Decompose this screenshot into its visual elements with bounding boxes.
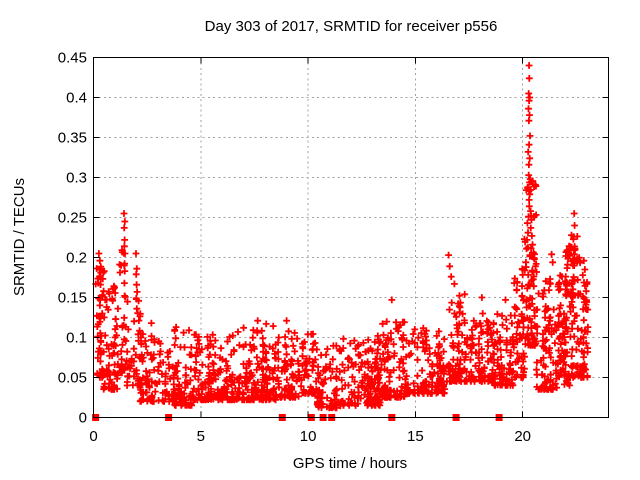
y-tick-label: 0.15 bbox=[58, 289, 87, 306]
chart-title: Day 303 of 2017, SRMTID for receiver p55… bbox=[205, 18, 498, 35]
y-tick-label: 0.05 bbox=[58, 369, 87, 386]
y-tick-label: 0.25 bbox=[58, 209, 87, 226]
y-tick-label: 0.1 bbox=[66, 329, 87, 346]
x-tick-label: 0 bbox=[89, 428, 97, 445]
y-tick-label: 0.3 bbox=[66, 169, 87, 186]
plot-border bbox=[93, 57, 609, 418]
x-tick-label: 20 bbox=[514, 428, 531, 445]
y-tick-label: 0.4 bbox=[66, 89, 87, 106]
data-points bbox=[92, 62, 592, 412]
y-axis-label: SRMTID / TECUs bbox=[11, 178, 28, 296]
x-tick-label: 15 bbox=[407, 428, 424, 445]
y-tick-label: 0.45 bbox=[58, 49, 87, 66]
x-tick-label: 5 bbox=[197, 428, 205, 445]
y-tick-label: 0.2 bbox=[66, 249, 87, 266]
y-tick-label: 0.35 bbox=[58, 129, 87, 146]
x-axis-label: GPS time / hours bbox=[293, 455, 407, 472]
y-tick-label: 0 bbox=[79, 409, 87, 426]
axis-ticks bbox=[93, 57, 609, 418]
x-tick-label: 10 bbox=[300, 428, 317, 445]
